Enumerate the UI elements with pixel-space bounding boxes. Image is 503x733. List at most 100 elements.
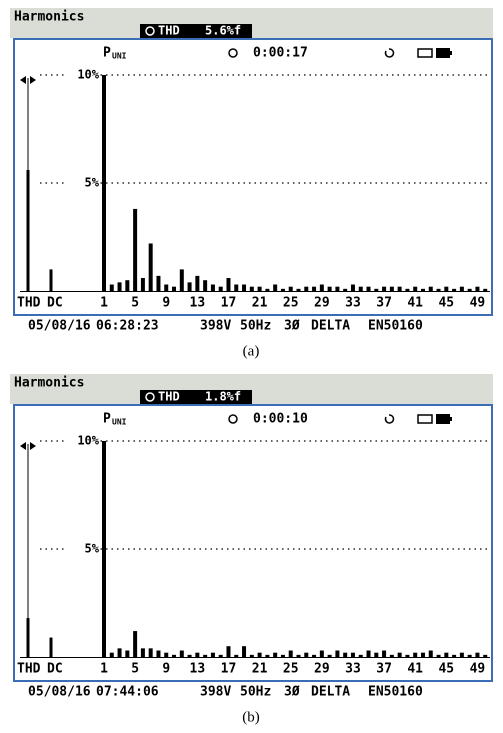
bar	[428, 650, 433, 657]
bar	[187, 654, 192, 657]
bar	[405, 654, 410, 657]
bar	[203, 654, 208, 657]
x-tick-label: 1	[100, 662, 108, 677]
bar	[288, 286, 293, 291]
bar	[374, 652, 379, 657]
bar	[452, 654, 457, 657]
memory-icon	[417, 414, 433, 424]
x-tick-label: 21	[252, 662, 268, 677]
bar	[459, 286, 464, 291]
bar	[350, 284, 355, 291]
status-text: 50Hz	[240, 319, 271, 334]
x-tick-label: 45	[438, 662, 454, 677]
bar	[343, 288, 348, 291]
status-text: 05/08/16	[28, 319, 91, 334]
bar	[389, 286, 394, 291]
bar	[140, 278, 145, 291]
bar	[413, 286, 418, 291]
bar	[257, 286, 262, 291]
elapsed: 0:00:17	[253, 46, 308, 61]
status-text: EN50160	[368, 685, 423, 700]
screen-frame	[13, 404, 493, 682]
bar	[319, 284, 324, 291]
bar	[257, 652, 262, 657]
bar	[102, 75, 106, 291]
bar	[133, 208, 138, 291]
thd-label: THD	[158, 24, 180, 38]
cursor-arrows	[20, 76, 36, 84]
x-tick-label: THD	[17, 662, 41, 677]
bar	[280, 288, 285, 291]
bar	[226, 278, 231, 291]
bar	[483, 654, 488, 657]
panel-title: Harmonics	[14, 376, 84, 391]
bar	[195, 275, 200, 291]
bar	[242, 284, 247, 291]
x-tick-label: 21	[252, 296, 268, 311]
caption: (a)	[243, 343, 260, 359]
bar	[117, 282, 122, 291]
memory-icon	[417, 48, 433, 58]
bar	[358, 654, 363, 657]
bar	[420, 652, 425, 657]
bar	[218, 286, 223, 291]
bar	[249, 654, 254, 657]
bar	[475, 286, 480, 291]
bar	[280, 654, 285, 657]
bar	[156, 650, 161, 657]
bar	[436, 654, 441, 657]
parameter: P	[103, 412, 111, 427]
status-text: 398V	[200, 685, 231, 700]
x-tick-label: 25	[283, 662, 299, 677]
x-tick-label: DC	[47, 296, 63, 311]
bar	[304, 652, 309, 657]
bar	[133, 631, 138, 657]
parameter-sub: UNI	[112, 418, 127, 427]
x-tick-label: 17	[221, 662, 237, 677]
bar	[296, 654, 301, 657]
battery-icon	[436, 414, 450, 424]
panel: Harmonics THD 1.8%f P UNI 0:00:10 5% 10% THD DC 1 5…	[10, 374, 493, 725]
bar	[265, 654, 270, 657]
bar	[265, 288, 270, 291]
bar	[452, 288, 457, 291]
x-tick-label: 5	[131, 296, 139, 311]
panel: Harmonics THD 5.6%f P UNI 0:00:17 5% 10% THD DC 1 5…	[10, 8, 493, 359]
tick-label-bg	[64, 542, 99, 556]
bar	[444, 652, 449, 657]
bar	[179, 650, 184, 657]
bar	[382, 286, 387, 291]
x-tick-label: 41	[407, 662, 423, 677]
status-text: EN50160	[368, 319, 423, 334]
caption: (b)	[242, 709, 260, 725]
status-text: 3Ø	[284, 319, 300, 334]
bar	[304, 286, 309, 291]
bar	[148, 648, 153, 657]
status-text: 50Hz	[240, 685, 271, 700]
bar	[242, 646, 247, 657]
bar	[140, 648, 145, 657]
bar	[26, 170, 30, 291]
panel-title: Harmonics	[14, 10, 84, 25]
x-tick-label: 33	[345, 296, 361, 311]
bar	[187, 282, 192, 291]
x-tick-label: 37	[376, 296, 392, 311]
bar	[109, 284, 114, 291]
thd-value: 5.6%f	[205, 24, 241, 38]
x-tick-label: 13	[190, 296, 206, 311]
bar	[467, 288, 472, 291]
y-tick-label: 5%	[85, 176, 100, 190]
x-tick-label: 29	[314, 296, 330, 311]
bar	[218, 654, 223, 657]
bar	[49, 637, 53, 657]
x-tick-label: 49	[470, 662, 486, 677]
tick-label-bg	[64, 68, 99, 82]
bar	[436, 288, 441, 291]
parameter-sub: UNI	[112, 52, 127, 61]
x-tick-label: 17	[221, 296, 237, 311]
tick-label-bg	[64, 434, 99, 448]
bar	[125, 650, 130, 657]
bar	[164, 284, 169, 291]
bar	[179, 269, 184, 291]
